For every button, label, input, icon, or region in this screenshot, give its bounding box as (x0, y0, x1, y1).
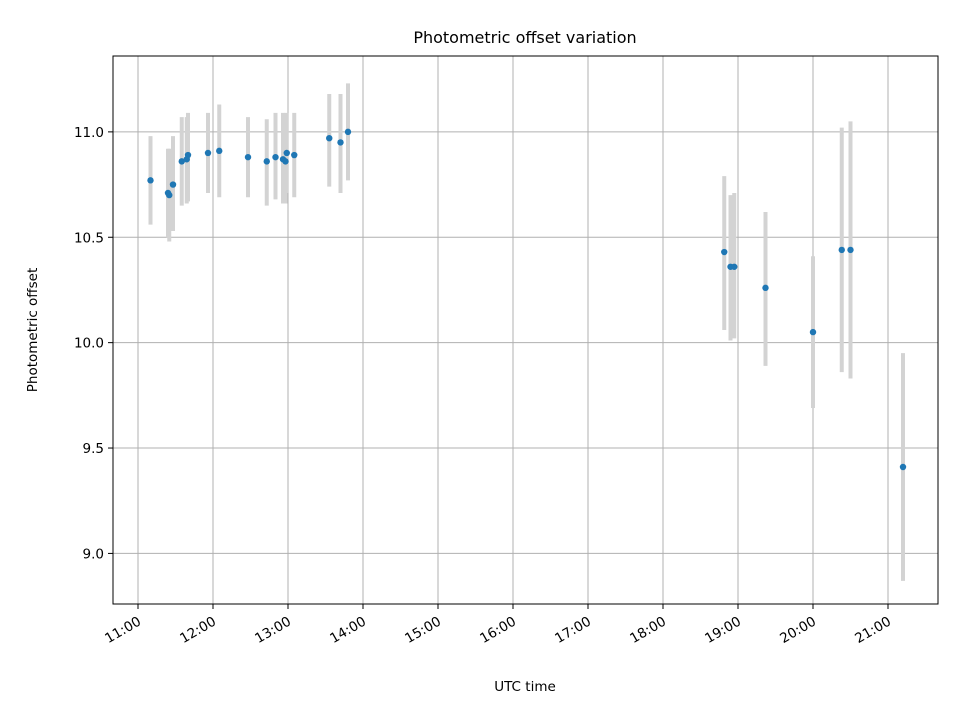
data-point (899, 463, 907, 471)
data-point (147, 177, 154, 184)
data-point (344, 128, 352, 136)
data-point (272, 153, 279, 161)
data-point (838, 246, 845, 254)
y-axis: 9.0 9.5 10.0 10.5 11.0 (74, 125, 113, 562)
chart-title: Photometric offset variation (413, 28, 636, 47)
grid (113, 56, 938, 604)
x-tick-label: 17:00 (552, 614, 594, 647)
x-tick-label: 19:00 (702, 614, 744, 647)
data-point (282, 158, 289, 165)
x-tick-label: 13:00 (252, 614, 294, 647)
data-point (204, 149, 212, 157)
x-axis-label: UTC time (494, 679, 556, 695)
data-point (847, 246, 854, 254)
y-axis-label: Photometric offset (25, 268, 41, 392)
x-tick-label: 11:00 (102, 614, 144, 647)
x-tick-label: 18:00 (627, 614, 669, 647)
data-point (166, 191, 173, 199)
data-point (291, 151, 298, 159)
data-point (337, 139, 344, 146)
data-points (147, 128, 907, 471)
y-tick-label: 10.5 (74, 230, 104, 246)
data-point (263, 158, 270, 165)
data-point (721, 248, 728, 256)
data-point (244, 153, 252, 161)
y-tick-label: 10.0 (74, 336, 104, 352)
y-tick-label: 11.0 (74, 125, 104, 141)
x-tick-label: 14:00 (327, 614, 369, 647)
x-tick-label: 20:00 (777, 614, 819, 647)
error-bars (148, 83, 905, 581)
x-axis: 11:00 12:00 13:00 14:00 15:00 16:00 17:00 18:00… (102, 604, 894, 647)
x-tick-label: 21:00 (852, 614, 894, 647)
y-tick-label: 9.5 (83, 441, 104, 457)
data-point (184, 151, 192, 159)
data-point (326, 135, 333, 142)
x-tick-label: 15:00 (402, 614, 444, 647)
plot-frame (112, 55, 939, 605)
data-point (809, 328, 817, 336)
data-point (731, 263, 738, 270)
x-tick-label: 16:00 (477, 614, 519, 647)
data-point (283, 149, 290, 157)
data-point (762, 284, 769, 292)
data-point (216, 147, 223, 155)
y-tick-label: 9.0 (83, 546, 104, 562)
data-point (169, 181, 177, 188)
data-point (178, 158, 185, 165)
x-tick-label: 12:00 (177, 614, 219, 647)
